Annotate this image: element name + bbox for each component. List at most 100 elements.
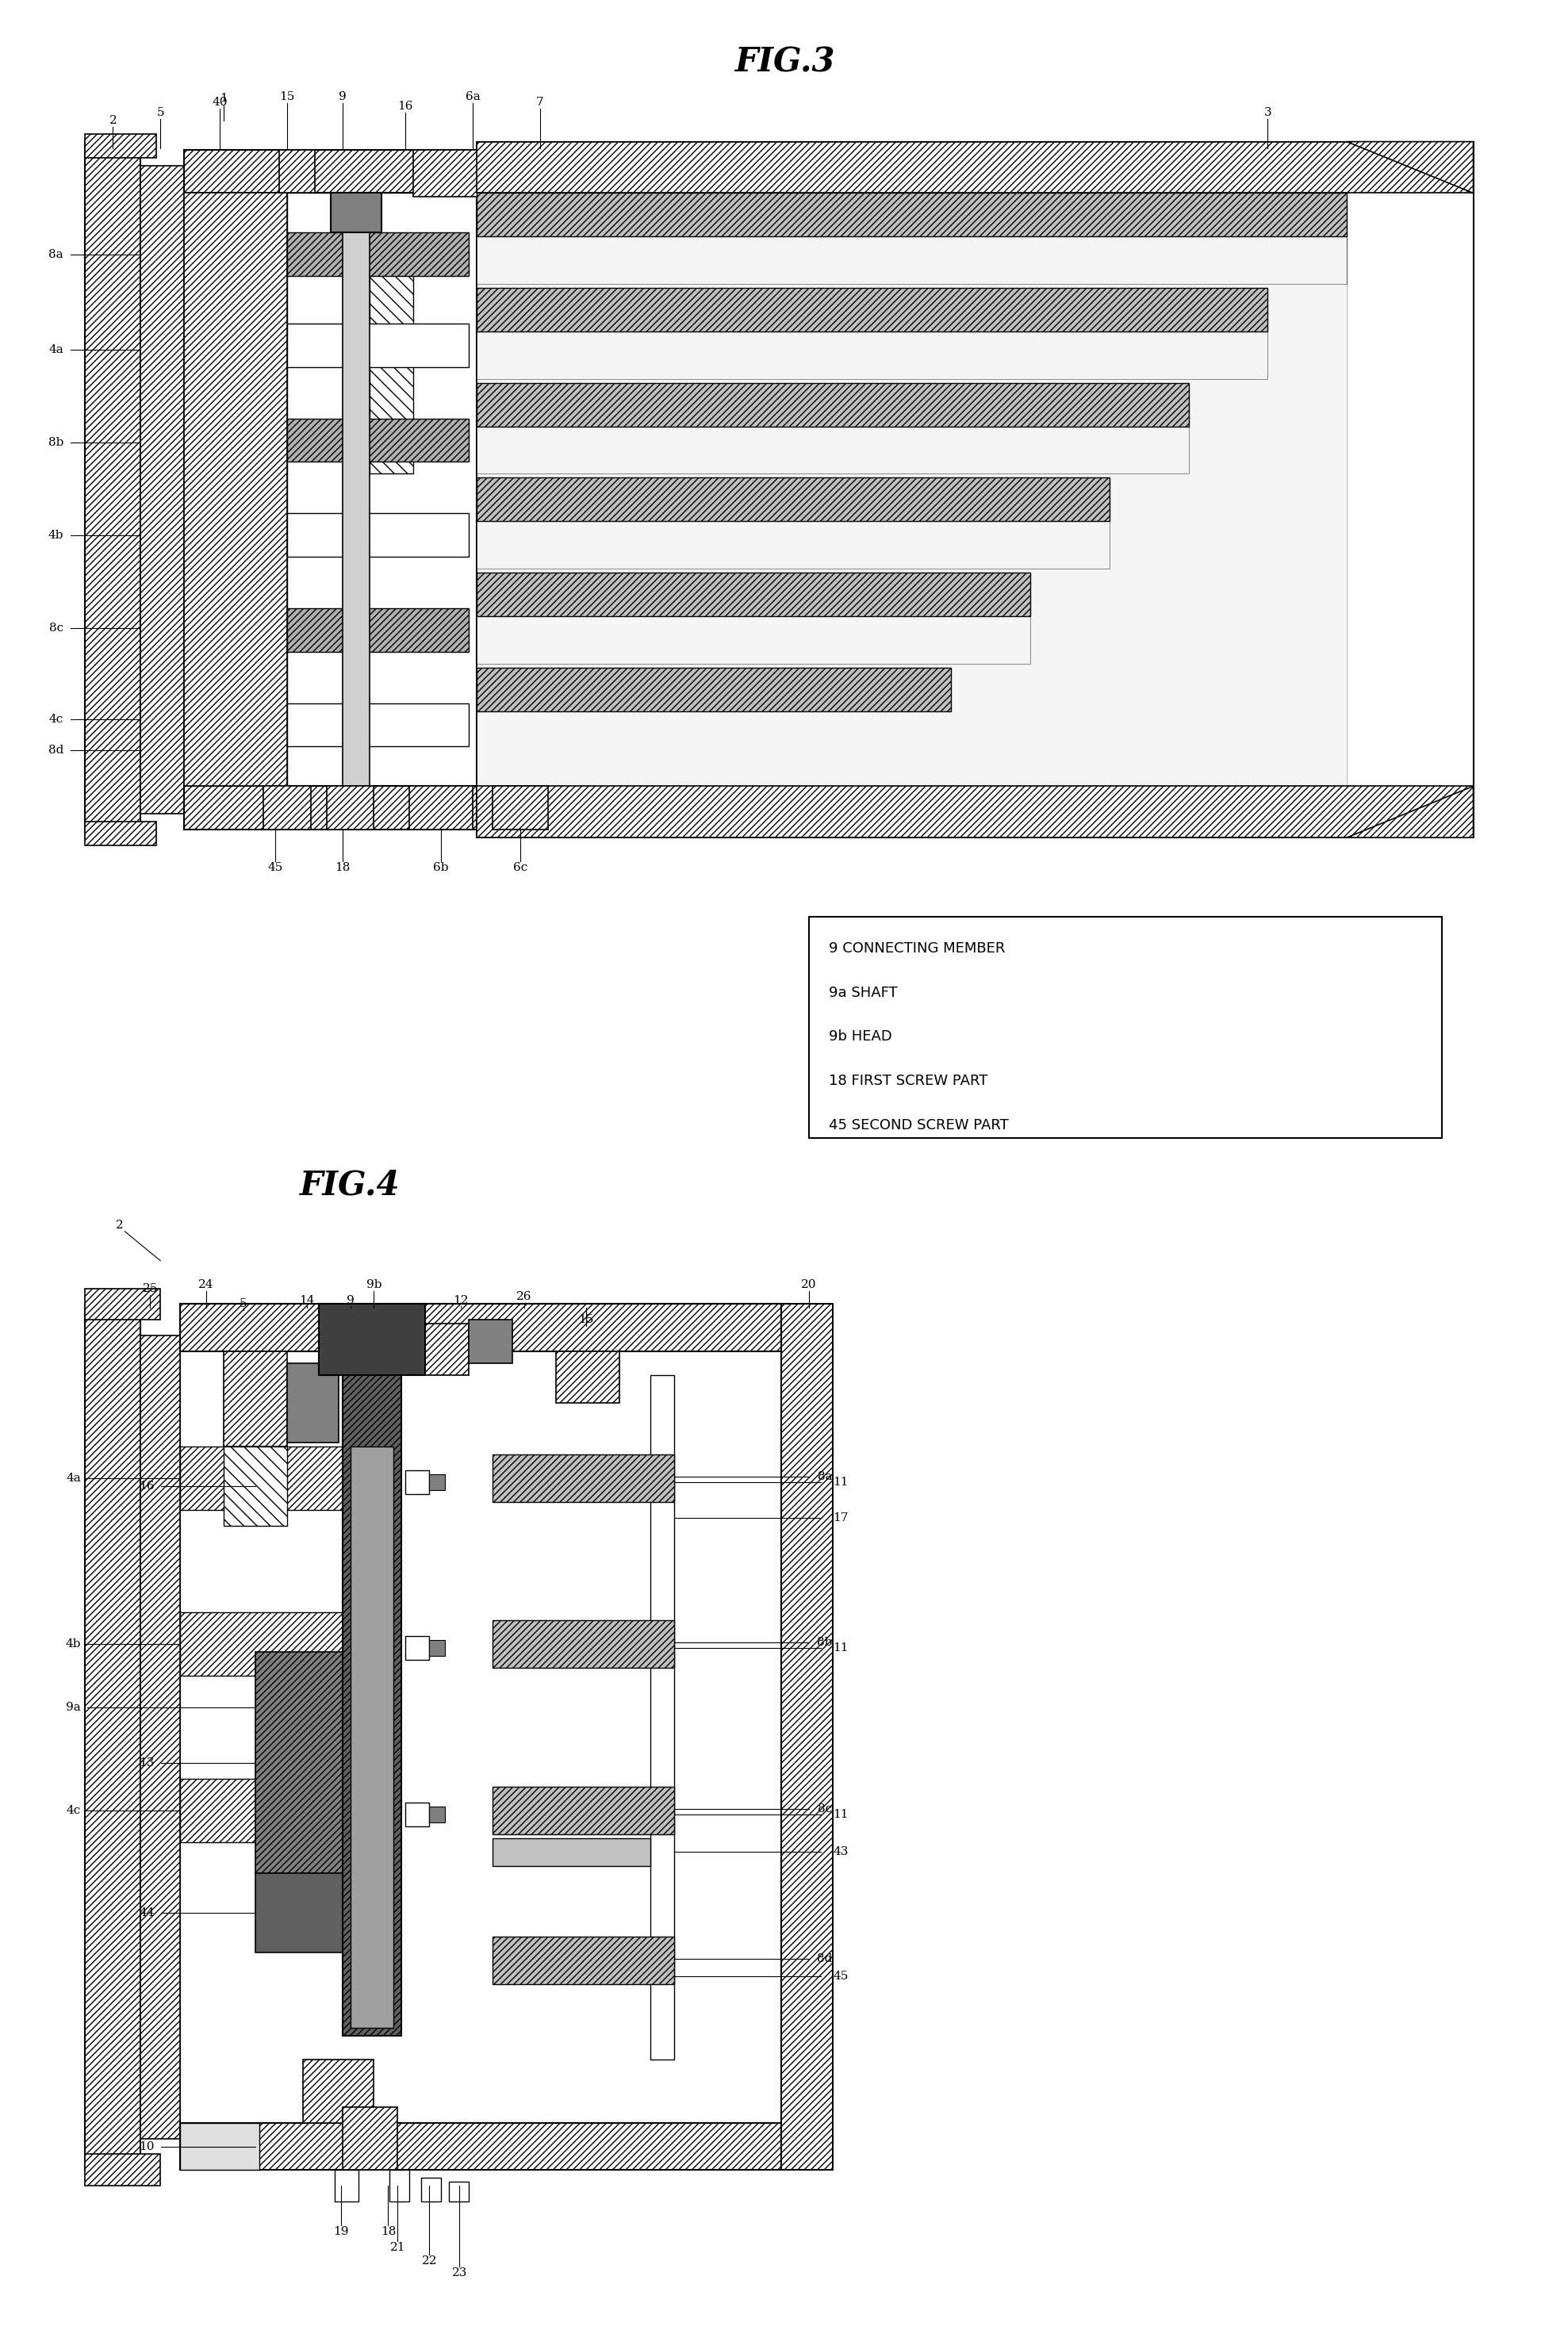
Text: 44: 44 [140,1907,155,1919]
Text: 23: 23 [452,2268,467,2279]
Bar [141,1335,180,2138]
Text: 4a: 4a [49,344,63,356]
Bar [85,142,141,837]
Bar [256,1872,342,1952]
Bar [477,786,1474,837]
Text: FIG.3: FIG.3 [735,47,836,79]
Text: 12: 12 [453,1296,469,1305]
Polygon shape [1347,142,1474,193]
Bar [809,916,1441,1137]
Text: 13: 13 [140,1756,155,1768]
Bar [492,1938,674,1984]
Bar [141,165,183,814]
Bar [85,135,157,158]
Bar [406,1470,430,1493]
Text: 43: 43 [833,1847,848,1856]
Text: 3: 3 [1264,107,1272,119]
Bar [85,1305,141,2170]
Bar [477,142,1474,193]
Bar [180,2124,781,2170]
Bar [492,1786,674,1833]
Polygon shape [1347,786,1474,837]
Bar [287,233,469,277]
Text: 7: 7 [536,98,544,107]
Bar [477,668,952,712]
Text: 9: 9 [339,91,347,102]
Text: 8a: 8a [817,1470,833,1482]
Bar [409,786,474,830]
Bar [326,786,373,830]
Text: 16: 16 [140,1479,155,1491]
Bar [477,193,1347,237]
Bar [287,514,469,556]
Text: 45: 45 [833,1970,848,1982]
Text: 4b: 4b [49,530,64,542]
Bar [477,477,1110,521]
Bar [180,2124,259,2170]
Bar [477,384,1189,426]
Bar [342,193,370,786]
Bar [263,786,310,830]
Bar [477,288,1267,333]
Text: 2: 2 [116,1219,124,1230]
Text: 9: 9 [347,1296,354,1305]
Text: 24: 24 [199,1279,213,1291]
Bar [180,1305,781,2170]
Text: 9b: 9b [367,1279,381,1291]
Bar [183,786,477,830]
Text: 18: 18 [334,863,350,872]
Bar [287,193,477,786]
Bar [477,616,1030,663]
Bar [781,1305,833,2170]
Bar [180,1305,781,1351]
Bar [477,142,1474,837]
Bar [318,1305,425,1375]
Text: 9a SHAFT: 9a SHAFT [828,986,897,1000]
Bar [406,1803,430,1826]
Text: 10: 10 [140,2140,155,2152]
Bar [430,1640,445,1656]
Bar [492,786,547,830]
Bar [422,2177,441,2203]
Bar [430,1807,445,1821]
Text: 4c: 4c [49,714,63,723]
Bar [390,2170,409,2203]
Text: 45 SECOND SCREW PART: 45 SECOND SCREW PART [828,1119,1008,1133]
Bar [279,149,315,193]
Text: 18: 18 [381,2226,395,2238]
Text: 8d: 8d [817,1954,833,1965]
Text: 11: 11 [833,1642,848,1654]
Text: 8a: 8a [49,249,63,261]
Bar [406,1635,430,1661]
Bar [183,149,477,193]
Bar [425,1323,469,1375]
Text: 9b HEAD: 9b HEAD [828,1030,892,1044]
Bar [469,1319,513,1363]
Text: 5: 5 [157,107,165,119]
Bar [448,2182,469,2203]
Text: 45: 45 [268,863,282,872]
Text: 15: 15 [279,91,295,102]
Bar [224,1447,287,1526]
Bar [477,193,1347,786]
Text: 1: 1 [220,93,227,105]
Bar [180,1779,342,1842]
Text: 6a: 6a [466,91,480,102]
Text: 26: 26 [516,1291,532,1303]
Bar [492,149,547,193]
Bar [183,193,287,786]
Text: 4b: 4b [66,1638,82,1649]
Bar [287,1363,339,1442]
Text: 20: 20 [801,1279,817,1291]
Bar [477,572,1030,616]
Bar [180,1447,342,1510]
Text: 4a: 4a [66,1472,82,1484]
Bar [477,237,1347,284]
Bar [303,2059,373,2124]
Bar [477,426,1189,475]
Text: 14: 14 [299,1296,315,1305]
Bar [180,1612,342,1675]
Bar [477,521,1110,568]
Text: 17: 17 [833,1512,848,1524]
Bar [287,702,469,747]
